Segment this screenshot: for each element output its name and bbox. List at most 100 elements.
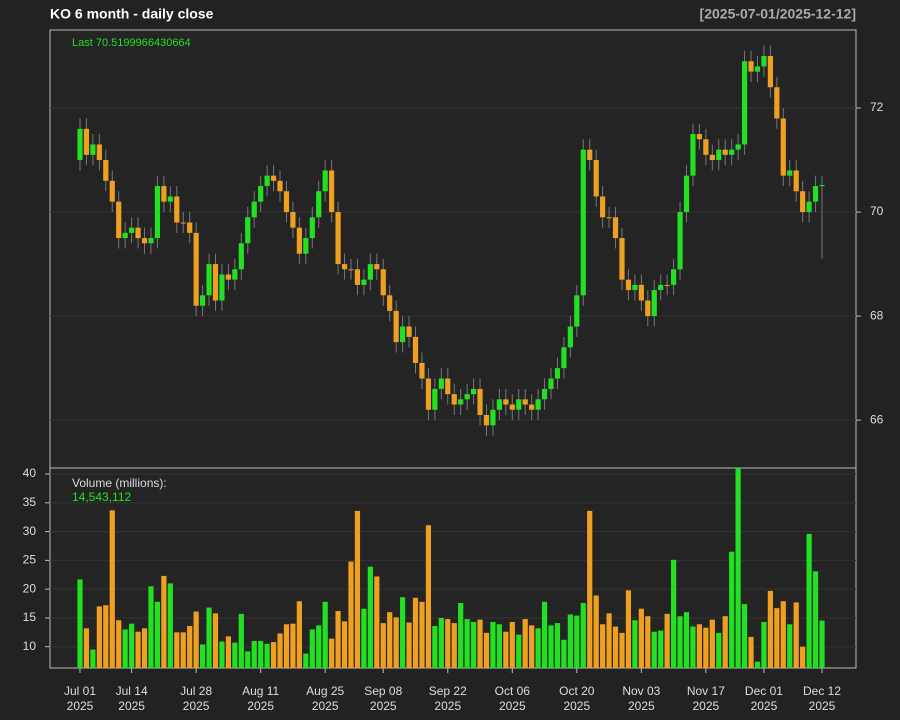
volume-bar (322, 601, 328, 668)
candle-body (651, 290, 657, 317)
volume-bar (199, 644, 206, 668)
candle-body (561, 347, 567, 369)
candle-body (329, 170, 335, 213)
candle-body (767, 56, 773, 88)
candle-body (341, 264, 348, 270)
candle-body (774, 87, 780, 119)
x-tick-label: Dec 12 (803, 684, 841, 698)
last-price: Last 70.5199966430664 (72, 37, 191, 49)
volume-bar (509, 621, 515, 668)
volume-bar (316, 625, 322, 668)
candle-body (103, 160, 109, 181)
y-tick-label: 20 (23, 581, 37, 595)
volume-bar (767, 590, 773, 668)
volume-bar (277, 633, 283, 668)
volume-bar (387, 612, 393, 668)
volume-bar (574, 615, 580, 668)
candle-body (316, 191, 322, 218)
candle-body (619, 238, 625, 280)
candle-body (174, 196, 180, 223)
candle-body (367, 264, 373, 280)
candle-body (419, 362, 425, 379)
x-tick-year: 2025 (628, 699, 655, 713)
volume-bar (335, 611, 341, 668)
volume-bar (612, 626, 619, 668)
candle-body (503, 399, 509, 405)
volume-bar (800, 646, 806, 668)
volume-bar (83, 628, 90, 668)
candle-body (703, 139, 709, 155)
candle-body (470, 388, 477, 395)
volume-bar (348, 561, 354, 668)
volume-bar (406, 622, 412, 668)
volume-bar (470, 621, 477, 668)
candle-body (193, 232, 199, 306)
volume-bar (664, 613, 670, 668)
candle-body (554, 368, 561, 379)
volume-bar (819, 620, 825, 668)
candle-body (167, 196, 173, 202)
candle-body (438, 378, 444, 389)
candle-body (83, 128, 90, 155)
volume-bar (683, 612, 690, 668)
candle-body (264, 175, 270, 187)
volume-bar (619, 632, 625, 668)
volume-bar (793, 602, 799, 668)
volume-bar (709, 619, 715, 668)
candle-body (780, 118, 786, 176)
candle-body (212, 264, 219, 301)
x-tick-label: Oct 06 (495, 684, 531, 698)
volume-bar (464, 619, 470, 668)
volume-bar (129, 623, 135, 668)
volume-bar (161, 575, 167, 668)
candle-body (632, 284, 638, 291)
volume-bar (419, 601, 425, 668)
volume-bar (154, 601, 161, 668)
x-tick-year: 2025 (499, 699, 526, 713)
candle-body (148, 238, 154, 244)
y-tick-label: 15 (23, 610, 37, 624)
volume-bar (787, 624, 793, 668)
candle-body (580, 149, 586, 296)
volume-bar (567, 614, 573, 668)
candle-body (729, 149, 735, 155)
candle-body (245, 217, 251, 244)
x-tick-year: 2025 (370, 699, 397, 713)
candle-body (445, 378, 451, 395)
candle-body (374, 264, 380, 270)
y-tick-label: 66 (870, 412, 884, 426)
x-tick-year: 2025 (118, 699, 145, 713)
candle-body (761, 56, 767, 67)
candle-body (722, 149, 728, 155)
volume-bar (645, 616, 651, 668)
volume-bar (561, 639, 567, 668)
volume-bar (748, 636, 754, 668)
volume-bar (735, 468, 741, 668)
volume-bar (490, 621, 496, 668)
volume-bar (632, 620, 638, 668)
candle-body (741, 61, 748, 145)
candle-body (412, 336, 419, 363)
volume-bar (516, 634, 522, 668)
candle-body (812, 186, 819, 202)
candle-body (696, 134, 703, 140)
volume-bar (477, 619, 483, 668)
candle-body (232, 269, 238, 280)
candle-body (671, 269, 677, 285)
volume-bar (361, 608, 367, 668)
volume-bar (451, 623, 457, 668)
candle-body (787, 170, 793, 176)
candle-body (509, 404, 515, 410)
candle-body (96, 144, 102, 161)
candle-body (645, 300, 651, 317)
volume-bar (754, 661, 761, 668)
volume-bar (212, 613, 219, 668)
candle-body (283, 191, 290, 213)
volume-bar (296, 601, 302, 668)
volume-bar (167, 583, 173, 668)
volume-label: Volume (millions): (72, 476, 167, 490)
candle-body (354, 269, 361, 285)
candle-body (819, 185, 825, 187)
volume-bar (412, 597, 419, 668)
candle-body (800, 191, 806, 213)
